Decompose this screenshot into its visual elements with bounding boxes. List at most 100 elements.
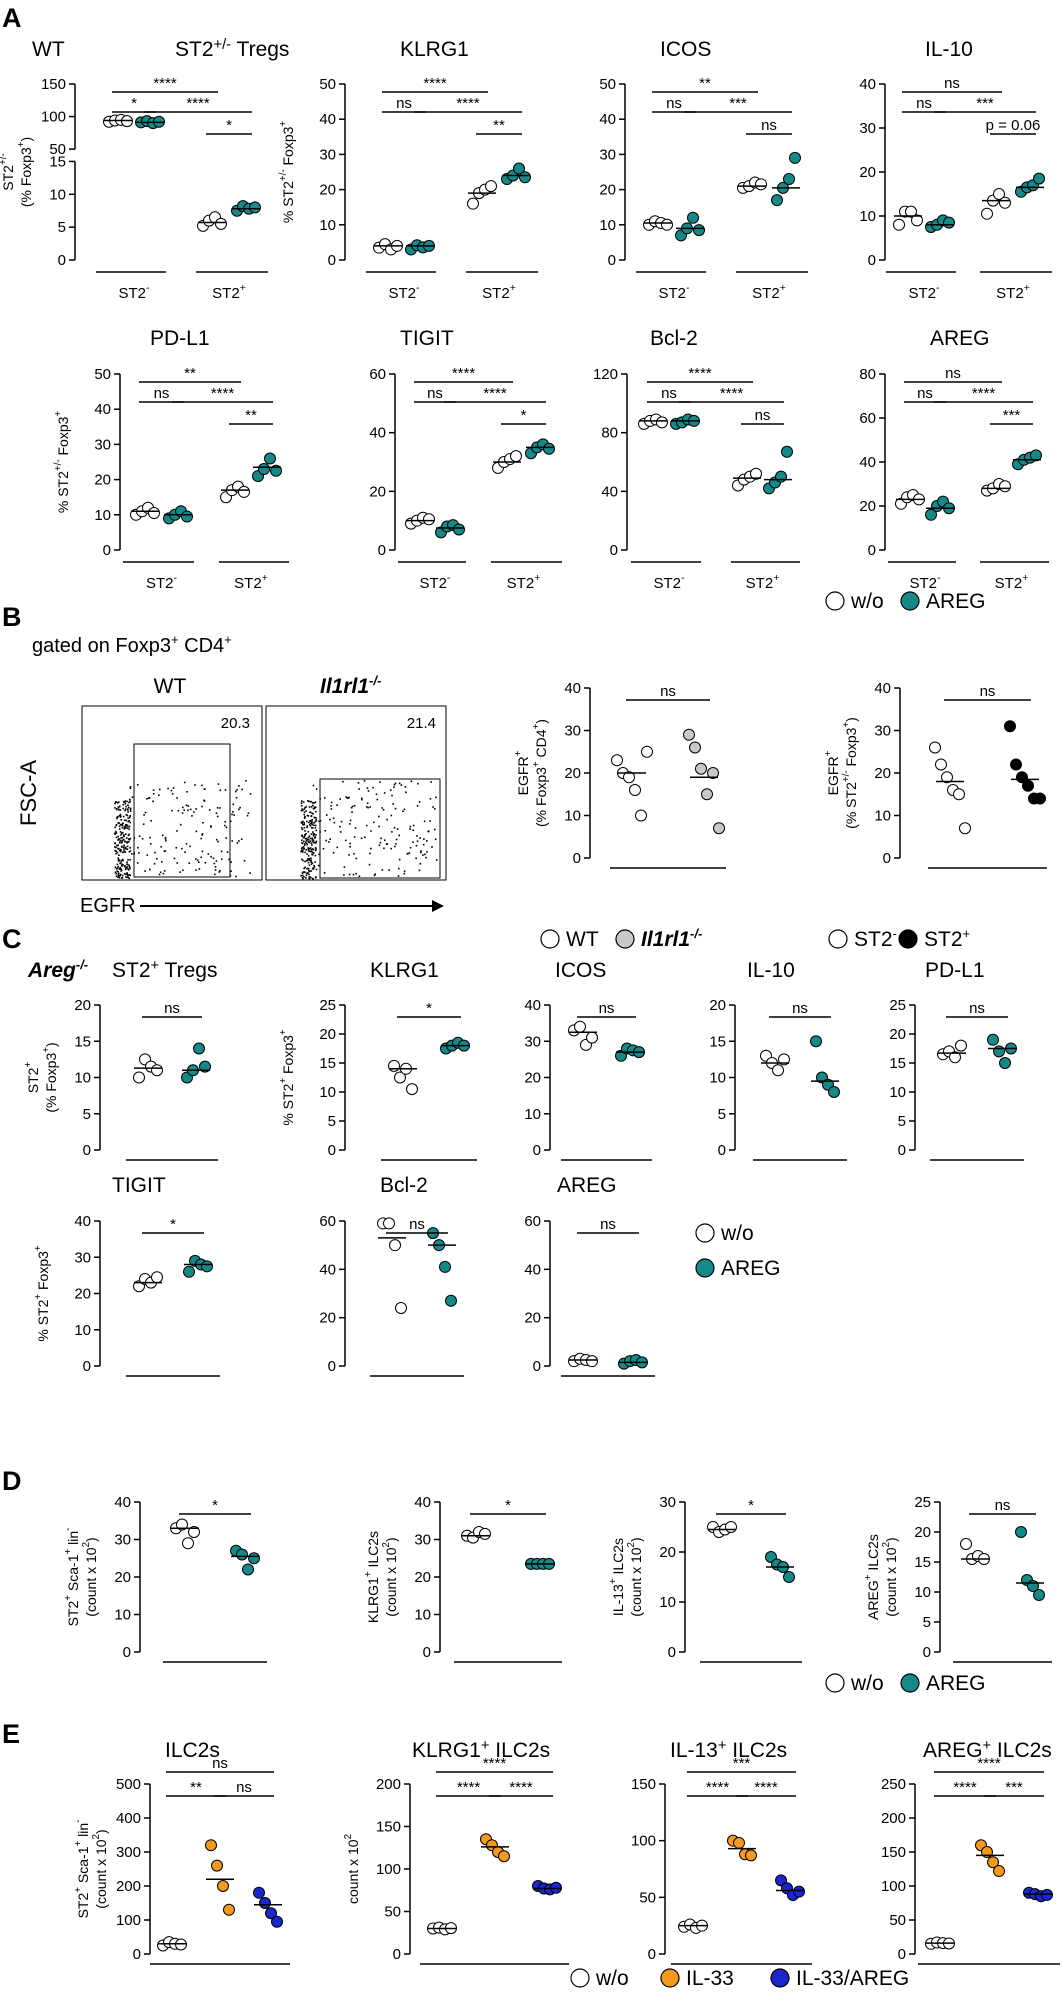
gating-label: gated on Foxp3+ CD4+ (32, 632, 232, 657)
y-axis-label: % ST2+ Foxp3+ (33, 1245, 51, 1342)
flow-event (305, 874, 308, 877)
flow-event (149, 868, 151, 871)
flow-event (314, 876, 317, 879)
data-point (1010, 758, 1022, 771)
y-tick-label: 20 (74, 997, 91, 1014)
flow-event (127, 859, 129, 861)
y-tick-label: 0 (868, 542, 876, 559)
flow-event (181, 812, 184, 814)
flow-event (185, 804, 188, 807)
flow-event (309, 847, 312, 849)
flow-event (115, 867, 118, 870)
data-point (479, 1527, 491, 1540)
y-tick-label: 80 (859, 366, 876, 383)
flow-event (404, 786, 407, 788)
flow-event (126, 874, 129, 877)
flow-event (129, 867, 131, 870)
flow-event (128, 877, 130, 880)
flow-event (124, 808, 127, 810)
flow-event (315, 840, 318, 843)
flow-event (309, 840, 312, 842)
chart-a7: Bcl-2 0 40 80 120 ST2- ST2+ ns **** **** ns (593, 327, 800, 592)
sig-label: ns (945, 365, 961, 382)
flow-event (124, 848, 127, 850)
flow-event (164, 838, 167, 840)
data-point (783, 173, 795, 186)
flow-event (126, 863, 129, 866)
flow-event (310, 806, 313, 808)
flow-event (376, 798, 379, 801)
flow-event (195, 869, 197, 871)
flow-event (128, 801, 130, 804)
flow-event (391, 831, 393, 833)
flow-event (308, 873, 310, 876)
chart-a2: KLRG1 0 10 20 30 40 50 ST2- ST2+ % ST2+/- Foxp3+ n… (278, 38, 538, 302)
legend-swatch (660, 1968, 680, 1988)
flow-event (312, 877, 314, 880)
flow-event (403, 808, 406, 811)
flow-event (172, 787, 175, 789)
flow-event (303, 821, 306, 824)
flow-event (433, 828, 436, 831)
flow-event (311, 851, 314, 854)
data-point (1015, 1526, 1027, 1538)
flow-event (360, 797, 363, 800)
flow-event (343, 866, 346, 868)
y-tick-label: 40 (874, 680, 891, 697)
flow-events-ko (300, 780, 438, 880)
legend-swatch (900, 1673, 920, 1693)
flow-event (378, 815, 380, 818)
y-tick-label: 5 (718, 1106, 726, 1123)
flow-event (301, 876, 304, 879)
flow-event (312, 867, 315, 869)
flow-event (179, 823, 182, 826)
flow-event (305, 842, 308, 845)
flow-event (117, 835, 119, 838)
flow-event (118, 822, 121, 824)
flow-event (305, 848, 307, 851)
legend-swatch (825, 1673, 845, 1693)
y-tick-label: 10 (114, 1607, 131, 1624)
sig-label: * (212, 1497, 218, 1514)
y-tick-label: 100 (881, 1878, 906, 1895)
flow-event (302, 859, 304, 862)
panel-letter-d: D (2, 1466, 22, 1496)
y-tick-label: 0 (533, 1142, 541, 1159)
flow-event (129, 850, 132, 852)
flow-event (307, 840, 310, 843)
sig-label: ns (660, 683, 676, 700)
data-point (388, 1059, 400, 1072)
flow-event (304, 851, 306, 854)
flow-event (115, 801, 117, 803)
flow-event (378, 825, 380, 828)
flow-event (176, 830, 178, 832)
flow-event (118, 809, 120, 811)
flow-event (124, 865, 126, 867)
flow-event (374, 873, 377, 876)
sig-label: ns (396, 95, 412, 112)
flow-event (128, 816, 131, 819)
flow-event (201, 834, 203, 836)
flow-event (138, 835, 141, 837)
chart-title: AREG (930, 327, 990, 350)
sig-label: ns (944, 75, 960, 92)
flow-event (307, 830, 310, 833)
flow-event (124, 851, 127, 853)
data-point (181, 510, 193, 523)
flow-plot-wt-frame (81, 705, 263, 881)
flow-event (314, 820, 317, 823)
flow-event (214, 865, 217, 868)
y-tick-label: 60 (859, 410, 876, 427)
flow-event (301, 809, 304, 812)
flow-event (124, 868, 127, 871)
data-point (656, 416, 668, 429)
flow-event (311, 827, 314, 829)
sig-label: * (170, 1216, 176, 1233)
flow-event (219, 807, 221, 809)
flow-event (235, 875, 237, 878)
flow-event (314, 836, 317, 839)
y-tick-label: 5 (923, 1614, 931, 1631)
data-point (389, 1239, 401, 1252)
